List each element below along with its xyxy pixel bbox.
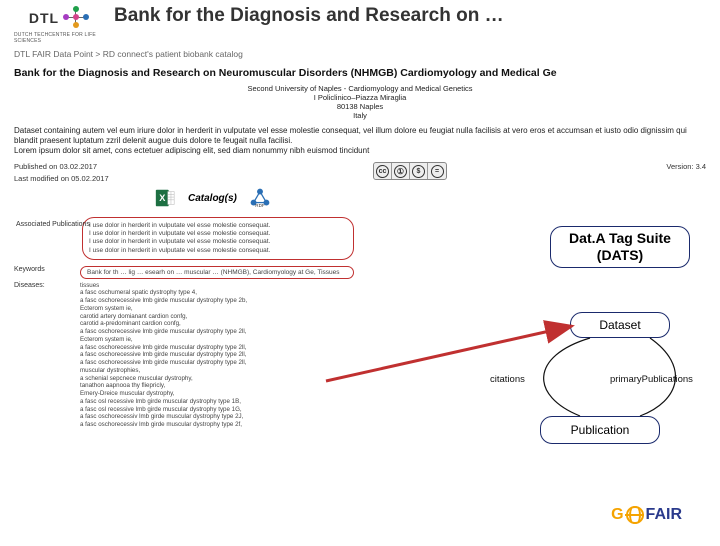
citations-edge-label: citations — [490, 374, 525, 385]
publication-node: Publication — [540, 416, 660, 444]
institute-line: Second University of Naples - Cardiomyol… — [14, 84, 706, 93]
svg-text:RDF: RDF — [255, 203, 265, 208]
diseases-values: tissuesa fasc oschumeral spatic dystroph… — [80, 282, 354, 429]
disease-item: a fasc oschorecessive lmb girde muscular… — [80, 297, 354, 305]
gofair-logo: G FAIR — [611, 506, 682, 524]
modified-date: Last modified on 05.02.2017 — [14, 174, 194, 183]
dats-diagram: Dat.A Tag Suite (DATS) Dataset Publicati… — [440, 226, 700, 446]
page-title: Bank for the Diagnosis and Research on … — [114, 6, 504, 27]
gofair-fair: FAIR — [646, 506, 682, 524]
suite-title-node: Dat.A Tag Suite (DATS) — [550, 226, 690, 268]
meta-row: Published on 03.02.2017 Last modified on… — [14, 162, 706, 183]
diseases-row: Diseases: tissuesa fasc oschumeral spati… — [14, 282, 354, 429]
disease-item: muscular dystrophies, — [80, 367, 354, 375]
disease-item: Ecterom system ie, — [80, 305, 354, 313]
keywords-label: Keywords — [14, 266, 80, 279]
disease-item: carotid a-predominant cardion confg, — [80, 320, 354, 328]
dataset-description: Dataset containing autem vel eum iriure … — [14, 126, 706, 156]
disease-item: a fasc osl recessive lmb girde muscular … — [80, 398, 354, 406]
publications-bubble: I use dolor in herderit in vulputate vel… — [82, 217, 354, 260]
disease-item: a fasc oschorecessive lmb girde muscular… — [80, 359, 354, 367]
rdf-icon: RDF — [249, 187, 271, 209]
publication-line: I use dolor in herderit in vulputate vel… — [89, 222, 347, 230]
disease-item: a fasc oschorecessiv lmb girde muscular … — [80, 413, 354, 421]
diseases-label: Diseases: — [14, 282, 80, 429]
disease-item: Ecterom system ie, — [80, 336, 354, 344]
publication-line: I use dolor in herderit in vulputate vel… — [89, 247, 347, 255]
institute-line: I Policlinico–Piazza Miraglia — [14, 93, 706, 102]
published-date: Published on 03.02.2017 — [14, 162, 194, 171]
globe-icon — [626, 506, 644, 524]
disease-item: a fasc osl recessive lmb girde muscular … — [80, 406, 354, 414]
cc-license-icon: cc ① $ = — [373, 162, 447, 180]
dtl-logo-subtitle: DUTCH TECHCENTRE FOR LIFE SCIENCES — [14, 32, 106, 44]
disease-item: a fasc oschorecessive lmb girde muscular… — [80, 344, 354, 352]
header: DTL DUTCH TECHCENTRE FOR LIFE SCIENCES B… — [14, 6, 706, 44]
dtl-logo: DTL DUTCH TECHCENTRE FOR LIFE SCIENCES — [14, 6, 106, 44]
disease-item: a fasc oschorecessiv lmb girde muscular … — [80, 421, 354, 429]
institute-line: Italy — [14, 111, 706, 120]
disease-item: a schenial sepcnece muscular dystrophy, — [80, 375, 354, 383]
excel-icon: X — [154, 187, 176, 209]
page-root: DTL DUTCH TECHCENTRE FOR LIFE SCIENCES B… — [14, 6, 706, 534]
catalog-row: X Catalog(s) RDF — [154, 187, 706, 209]
dataset-node: Dataset — [570, 312, 670, 338]
publication-line: I use dolor in herderit in vulputate vel… — [89, 238, 347, 246]
institute-line: 80138 Naples — [14, 102, 706, 111]
catalogs-label: Catalog(s) — [188, 193, 237, 204]
breadcrumb: DTL FAIR Data Point > RD connect's patie… — [14, 49, 706, 59]
dtl-dots-icon — [63, 6, 91, 30]
disease-item: tissues — [80, 282, 354, 290]
associated-pubs-label: Associated Publications — [16, 221, 90, 228]
institute-block: Second University of Naples - Cardiomyol… — [14, 84, 706, 120]
disease-item: a fasc oschorecessive lmb girde muscular… — [80, 351, 354, 359]
disease-item: tanathon aapnooa thy fliepricly, — [80, 382, 354, 390]
disease-item: carotid artery domianant cardion confg, — [80, 313, 354, 321]
version-label: Version: 3.4 — [626, 162, 706, 171]
dtl-logo-text: DTL — [29, 10, 59, 26]
svg-text:X: X — [159, 193, 166, 203]
left-column: Associated Publications I use dolor in h… — [14, 217, 354, 429]
keywords-bubble: Bank for th … lig … esearh on … muscular… — [80, 266, 354, 279]
disease-item: a fasc oschorecessive lmb girde muscular… — [80, 328, 354, 336]
disease-item: Emery-Dreice muscular dystrophy, — [80, 390, 354, 398]
publication-line: I use dolor in herderit in vulputate vel… — [89, 230, 347, 238]
gofair-g: G — [611, 506, 623, 524]
dtl-mark: DTL — [29, 6, 91, 30]
disease-item: a fasc oschumeral spatic dystrophy type … — [80, 289, 354, 297]
dataset-title: Bank for the Diagnosis and Research on N… — [14, 67, 706, 80]
keywords-row: Keywords Bank for th … lig … esearh on …… — [14, 266, 354, 279]
primary-edge-label: primaryPublications — [610, 374, 693, 385]
